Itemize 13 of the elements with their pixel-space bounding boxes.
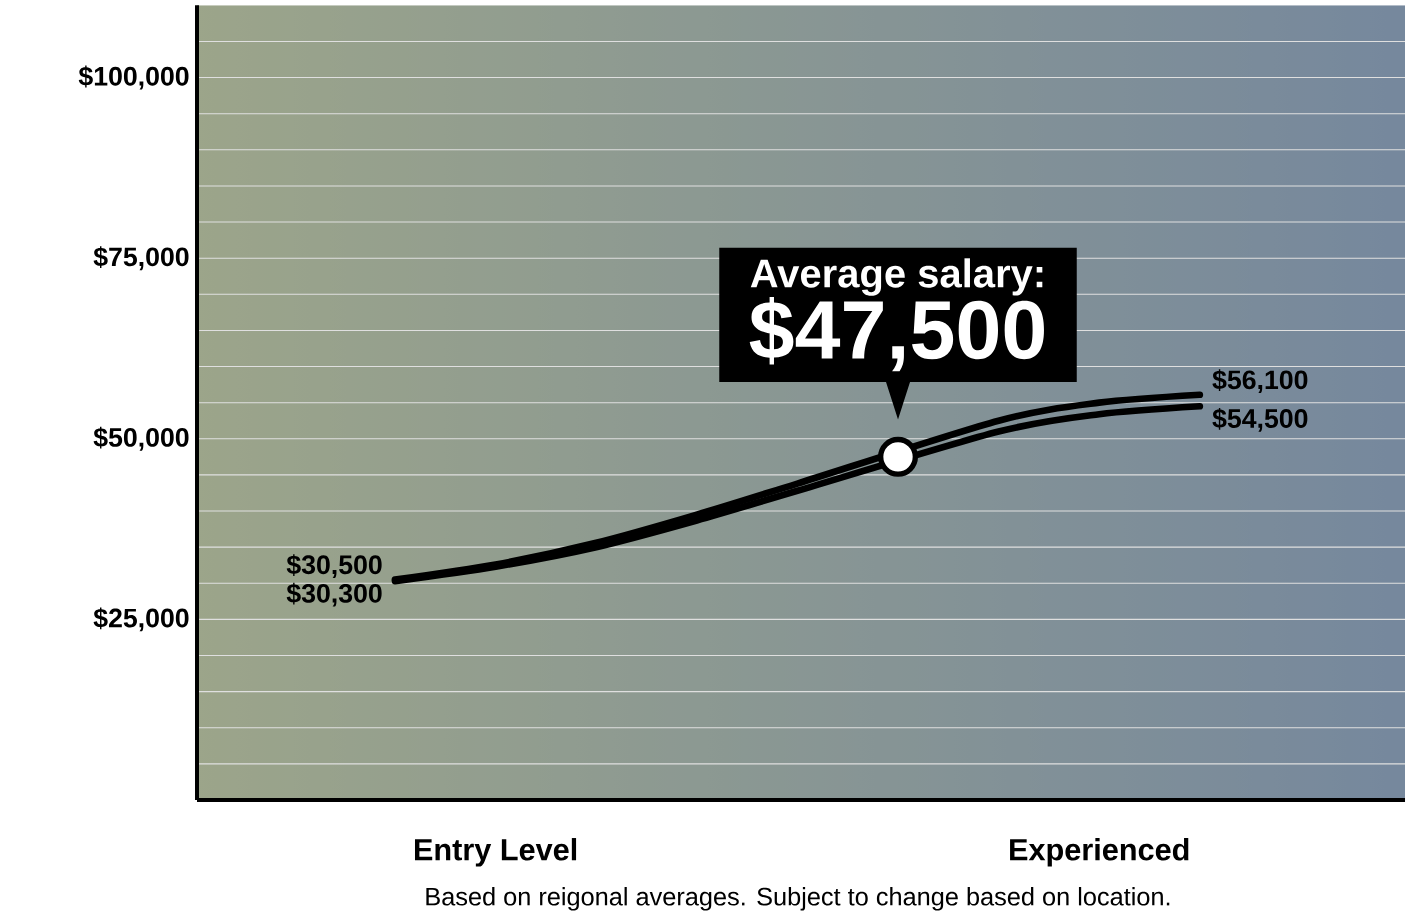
y-tick-label: $100,000 <box>78 65 189 90</box>
y-tick-label: $50,000 <box>93 426 189 451</box>
x-tick-label: Entry Level <box>414 838 577 867</box>
y-tick-label: $75,000 <box>93 246 189 271</box>
data-label: $30,300 <box>286 582 382 607</box>
annotation: Average salary: <box>750 258 1043 296</box>
data-label: $54,500 <box>1212 407 1308 432</box>
y-tick-label: $25,000 <box>93 607 189 632</box>
x-tick-label: Experienced <box>1010 838 1189 867</box>
annotation: $47,500 <box>749 297 1044 372</box>
text: Based on reigonal averages. Subject to change based on location. <box>426 887 1170 911</box>
data-label: $30,500 <box>286 554 382 579</box>
data-label: $56,100 <box>1212 369 1308 394</box>
